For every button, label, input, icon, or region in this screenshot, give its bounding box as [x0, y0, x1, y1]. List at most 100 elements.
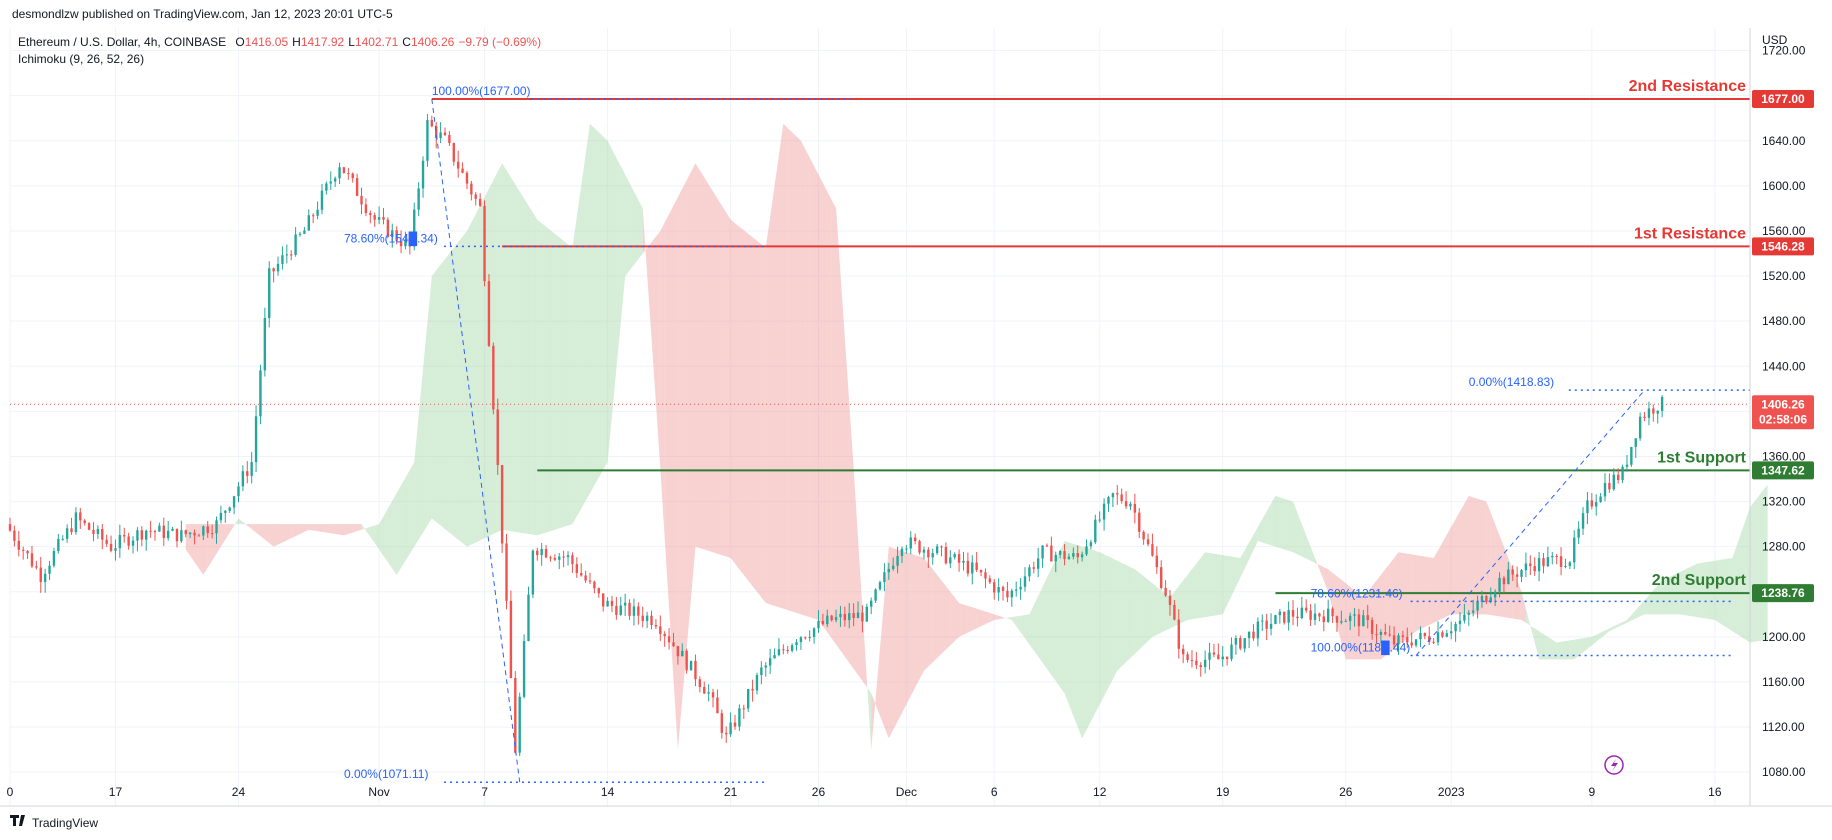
cloud-segment: [1460, 503, 1465, 615]
candle-body: [1397, 635, 1400, 645]
candle-body: [1529, 563, 1532, 567]
cloud-segment: [1662, 578, 1667, 615]
cloud-segment: [321, 524, 327, 533]
time-tick-label: 9: [1588, 785, 1595, 799]
cloud-segment: [1284, 498, 1289, 551]
candle-body: [944, 546, 948, 564]
cloud-segment: [1319, 564, 1324, 581]
candle-body: [1164, 587, 1167, 596]
cloud-segment: [616, 157, 621, 370]
candle-body: [878, 582, 882, 590]
candle-body: [377, 217, 381, 220]
candle-body: [637, 606, 640, 616]
candle-body: [404, 239, 407, 247]
candle-body: [826, 615, 829, 625]
candle-body: [197, 535, 201, 537]
cloud-segment: [783, 123, 788, 611]
cloud-segment: [651, 236, 656, 403]
legend-ohlc-value: 1402.71: [355, 35, 399, 49]
candle-body: [224, 510, 227, 513]
cloud-segment: [888, 546, 894, 739]
candle-body: [804, 637, 807, 639]
cloud-segment: [967, 605, 973, 633]
cloud-segment: [875, 648, 880, 716]
cloud-segment: [1196, 557, 1201, 619]
cloud-segment: [1648, 590, 1654, 615]
cloud-segment: [945, 586, 951, 650]
cloud-segment: [559, 237, 564, 529]
legend-ohlc-key: L: [348, 35, 355, 49]
candle-body: [1392, 635, 1396, 645]
candle-body: [1036, 558, 1040, 569]
cloud-segment: [748, 233, 753, 587]
candle-body: [1568, 562, 1572, 566]
candle-body: [465, 172, 469, 184]
cloud-segment: [234, 518, 239, 526]
candle-body: [905, 548, 908, 550]
candle-body: [751, 688, 754, 691]
cloud-segment: [401, 477, 406, 568]
cloud-segment: [1481, 500, 1487, 615]
candle-body: [887, 568, 890, 573]
candle-body: [544, 548, 548, 558]
cloud-segment: [374, 524, 380, 550]
cloud-segment: [629, 183, 634, 271]
cloud-segment: [735, 223, 740, 570]
flash-icon[interactable]: [1604, 755, 1624, 775]
candle-body: [927, 549, 930, 558]
candle-body: [303, 230, 306, 234]
tradingview-logo: TradingView: [10, 815, 98, 830]
candle-body: [1300, 607, 1304, 619]
cloud-segment: [928, 563, 933, 667]
cloud-segment: [357, 524, 362, 532]
legend-ohlc-value: −9.79 (−0.69%): [458, 35, 541, 49]
cloud-segment: [1741, 519, 1746, 640]
cloud-segment: [1424, 556, 1430, 628]
cloud-segment: [1240, 550, 1245, 578]
candle-body: [742, 708, 745, 710]
candle-body: [667, 636, 671, 643]
cloud-segment: [1020, 615, 1025, 639]
cloud-segment: [906, 552, 911, 705]
cloud-segment: [721, 205, 727, 557]
cloud-segment: [519, 191, 525, 534]
candle-body: [1612, 474, 1615, 490]
candle-body: [1212, 652, 1216, 655]
cloud-segment: [295, 524, 300, 537]
candle-body: [285, 254, 289, 256]
candle-body: [250, 462, 253, 476]
candle-body: [843, 613, 847, 621]
candle-body: [1217, 654, 1220, 660]
candle-body: [1384, 632, 1387, 635]
candle-body: [1414, 639, 1418, 646]
cloud-segment: [1126, 564, 1131, 663]
candle-body: [1621, 466, 1624, 480]
cloud-segment: [1156, 586, 1162, 635]
cloud-segment: [647, 242, 652, 339]
candle-body: [689, 660, 693, 671]
cloud-segment: [269, 524, 274, 547]
cloud-segment: [304, 524, 309, 532]
cloud-segment: [1350, 586, 1355, 660]
time-tick-label: 14: [601, 785, 615, 799]
cloud-segment: [1297, 512, 1302, 557]
candle-body: [566, 555, 570, 558]
candle-body: [720, 713, 724, 733]
cloud-segment: [1706, 561, 1711, 620]
cloud-segment: [471, 214, 476, 545]
candle-body: [1344, 621, 1347, 623]
cloud-segment: [273, 524, 279, 547]
cloud-segment: [313, 524, 318, 532]
cloud-segment: [238, 518, 243, 525]
price-tick-label: 1720.00: [1762, 44, 1806, 58]
candle-body: [408, 239, 412, 247]
candle-body: [918, 541, 921, 553]
candle-body: [1581, 513, 1585, 529]
candle-body: [92, 529, 95, 534]
candle-body: [1199, 665, 1202, 668]
cloud-segment: [449, 247, 454, 537]
cloud-segment: [1310, 546, 1315, 563]
cloud-segment: [383, 508, 388, 563]
cloud-segment: [1222, 555, 1228, 615]
candle-body: [522, 641, 526, 697]
